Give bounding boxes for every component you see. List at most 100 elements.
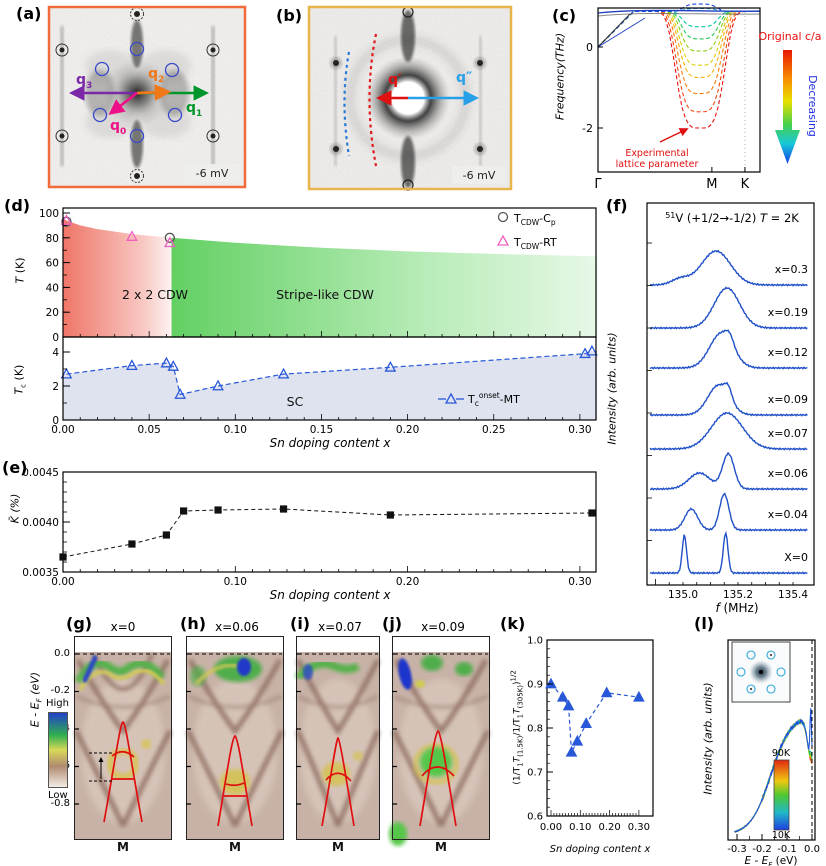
arpes-colorbar xyxy=(48,712,68,788)
tick-label: 0.15 xyxy=(310,424,333,436)
annotation-text: lattice parameter xyxy=(616,159,699,170)
legend-tcdw-cp: TCDW-Cp xyxy=(513,212,556,227)
nmr-curve-label: x=0.04 xyxy=(768,508,808,521)
colorbar-90k-label: 90K xyxy=(772,748,791,759)
blue-streak xyxy=(303,664,313,680)
data-point xyxy=(126,359,138,370)
data-point xyxy=(162,531,170,539)
panel-h-title: x=0.06 xyxy=(215,620,259,634)
nmr-spectrum xyxy=(649,530,808,575)
green-blob xyxy=(421,655,443,671)
ytick: 0.0 xyxy=(54,648,70,659)
annotation-text: Experimental xyxy=(625,148,688,159)
bias-label-bg xyxy=(184,164,240,182)
data-line xyxy=(62,508,593,558)
colorbar-low-label: Low xyxy=(48,790,68,801)
nmr-spectrum xyxy=(649,381,808,417)
panel-l-label: (l) xyxy=(694,614,715,633)
tick-label: 0.05 xyxy=(137,424,160,436)
axis-ticks: -0.3 -0.2 -0.1 0.0 xyxy=(727,834,820,855)
data-point xyxy=(164,232,175,243)
temperature-curves xyxy=(734,708,813,833)
yellow-spot xyxy=(141,739,151,749)
panel-c-label: (c) xyxy=(552,6,577,25)
tick-label: 135.2 xyxy=(723,589,753,601)
nmr-curve-label: x=0.19 xyxy=(768,306,808,319)
phonon-curve xyxy=(597,10,760,113)
tick-label: 0.7 xyxy=(527,768,543,779)
phase-regions xyxy=(63,219,598,420)
q2-arrow xyxy=(136,84,172,101)
flat-band xyxy=(597,12,761,17)
data-point xyxy=(212,379,224,391)
panel-a-label: (a) xyxy=(16,4,42,23)
nmr-spectrum xyxy=(649,411,808,451)
region-stripe-cdw xyxy=(171,237,598,337)
colorbar-high-label: High xyxy=(46,698,69,709)
panel-d-bottom-ylabel: Tc (K) xyxy=(12,364,28,395)
ca-decreasing-arrow xyxy=(775,50,800,164)
panel-j-arpes-map xyxy=(389,636,491,846)
phonon-curve xyxy=(597,10,760,95)
nmr-spectrum xyxy=(649,492,808,532)
region-sc xyxy=(63,351,598,420)
tick-label: M xyxy=(706,177,717,192)
legend-tc-mt: Tconset-MT xyxy=(467,391,520,408)
tick-label: Γ xyxy=(594,177,602,192)
data-point xyxy=(61,216,72,227)
tick-label: 0.9 xyxy=(527,680,543,691)
tick-label: 0.6 xyxy=(527,812,543,823)
tick-label: 2 xyxy=(52,381,59,393)
data-point xyxy=(580,717,593,728)
panel-i-label: (i) xyxy=(290,614,311,633)
data-point xyxy=(545,677,557,689)
panel-a-fft-image: q3 q2 q1 q0 -6 mV xyxy=(47,5,247,189)
panel-e-label: (e) xyxy=(2,458,28,477)
panel-e-ylabel: K̄ (%) xyxy=(8,493,22,524)
q0-label: q0 xyxy=(110,118,126,137)
data-line xyxy=(66,350,593,396)
panel-a-border xyxy=(47,5,247,189)
ytick: -0.2 xyxy=(50,685,70,696)
bands xyxy=(295,658,381,827)
tick-label: 0.10 xyxy=(224,576,247,588)
panel-f-title: 51V (+1/2→-1/2) T = 2K xyxy=(665,211,799,225)
panel-h-arpes-map xyxy=(185,636,285,840)
panel-f-ylabel: Intensity (arb. units) xyxy=(605,332,619,445)
q0-arrow xyxy=(108,91,138,115)
panel-g-xtick-M: M xyxy=(117,840,129,854)
data-point xyxy=(600,686,613,698)
data-point xyxy=(277,367,290,379)
panel-k-xlabel: Sn doping content x xyxy=(550,844,651,855)
tick-label: 135.4 xyxy=(778,589,808,601)
tick-label: 0 xyxy=(586,41,593,54)
panel-f-label: (f) xyxy=(606,196,628,215)
panel-b-fft-image: q′ q″ -6 mV xyxy=(307,5,513,191)
tick-label: 20 xyxy=(46,307,59,319)
panel-b-bias: -6 mV xyxy=(463,169,496,182)
panel-g-arpes-map xyxy=(73,636,173,840)
nmr-curve-label: X=0 xyxy=(784,551,808,564)
data-point xyxy=(384,360,397,372)
legend-triangle-marker xyxy=(444,392,458,404)
tick-label: -0.1 xyxy=(777,844,797,855)
tick-label: 80 xyxy=(46,233,59,245)
data-point xyxy=(562,699,575,711)
fft-inset xyxy=(731,641,791,703)
red-band-overlay xyxy=(103,720,143,823)
region-2x2-cdw xyxy=(63,219,172,337)
q-prime-label: q′ xyxy=(388,72,402,88)
red-band-overlay xyxy=(419,729,457,827)
blue-core xyxy=(237,658,251,676)
panel-j-xtick-M: M xyxy=(435,840,447,854)
tick-label: 0.10 xyxy=(224,424,247,436)
data-line xyxy=(550,683,639,755)
legend-triangle-marker xyxy=(496,234,510,246)
region-stripe-label: Stripe-like CDW xyxy=(276,287,374,302)
tick-label: 0.20 xyxy=(396,424,419,436)
tick-label: 0.30 xyxy=(628,822,650,833)
nmr-curve-label: x=0.06 xyxy=(768,467,808,480)
tick-label: 0.00 xyxy=(51,424,74,436)
